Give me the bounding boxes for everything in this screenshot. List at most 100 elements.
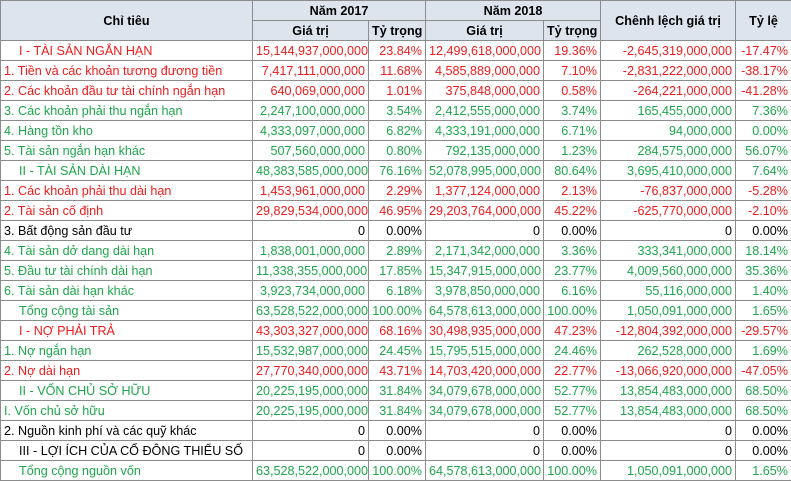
ratio-value: 1.40% [735,280,791,301]
value-2017: 20,225,195,000,000 [252,380,369,401]
value-2018: 1,377,124,000,000 [425,180,544,201]
weight-2018: 80.64% [543,160,601,181]
row-label: 4. Hàng tồn kho [0,120,253,141]
table-row: 3. Các khoản phải thu ngắn hạn 2,247,100,… [0,100,791,121]
weight-2018: 0.58% [543,80,601,101]
table-row: 2. Tài sản cố định 29,829,534,000,000 46.9… [0,200,791,221]
row-label: 2. Nguồn kinh phí và các quỹ khác [0,420,253,441]
weight-2017: 1.01% [368,80,426,101]
ratio-value: 56.07% [735,140,791,161]
row-label: 2. Nợ dài hạn [0,360,253,381]
weight-2018: 23.77% [543,260,601,281]
value-2018: 34,079,678,000,000 [425,380,544,401]
value-2017: 1,838,001,000,000 [252,240,369,261]
ratio-value: 18.14% [735,240,791,261]
row-label: Tổng cộng tài sản [0,300,253,321]
difference-value: 3,695,410,000,000 [600,160,736,181]
value-2017: 48,383,585,000,000 [252,160,369,181]
value-2018: 0 [425,220,544,241]
weight-2017: 0.00% [368,420,426,441]
ratio-value: -29.57% [735,320,791,341]
value-2017: 0 [252,440,369,461]
header-value-2018: Giá trị [425,20,544,41]
difference-value: 284,575,000,000 [600,140,736,161]
table-body: I - TÀI SẢN NGẮN HẠN 15,144,937,000,000 23… [0,40,791,481]
difference-value: 1,050,091,000,000 [600,460,736,481]
value-2017: 27,770,340,000,000 [252,360,369,381]
ratio-value: 35.36% [735,260,791,281]
value-2017: 29,829,534,000,000 [252,200,369,221]
table-row: 6. Tài sản dài hạn khác 3,923,734,000,000… [0,280,791,301]
value-2018: 29,203,764,000,000 [425,200,544,221]
weight-2018: 0.00% [543,220,601,241]
value-2017: 3,923,734,000,000 [252,280,369,301]
weight-2017: 100.00% [368,300,426,321]
ratio-value: -2.10% [735,200,791,221]
table-row: Tổng cộng tài sản 63,528,522,000,000 100.0… [0,300,791,321]
weight-2018: 3.36% [543,240,601,261]
value-2018: 30,498,935,000,000 [425,320,544,341]
weight-2018: 7.10% [543,60,601,81]
weight-2017: 3.54% [368,100,426,121]
value-2018: 52,078,995,000,000 [425,160,544,181]
difference-value: 55,116,000,000 [600,280,736,301]
difference-value: 333,341,000,000 [600,240,736,261]
value-2018: 14,703,420,000,000 [425,360,544,381]
ratio-value: -38.17% [735,60,791,81]
weight-2017: 23.84% [368,40,426,61]
table-row: 5. Tài sản ngắn hạn khác 507,560,000,000 0… [0,140,791,161]
value-2017: 640,069,000,000 [252,80,369,101]
ratio-value: 1.65% [735,300,791,321]
weight-2017: 100.00% [368,460,426,481]
ratio-value: -41.28% [735,80,791,101]
weight-2017: 11.68% [368,60,426,81]
row-label: 3. Bất động sản đầu tư [0,220,253,241]
table-row: 4. Hàng tồn kho 4,333,097,000,000 6.82% 4,3… [0,120,791,141]
table-row: Tổng cộng nguồn vốn 63,528,522,000,000 100… [0,460,791,481]
header-weight-2018: Tỷ trọng [543,20,601,41]
row-label: II - VỐN CHỦ SỞ HỮU [0,380,253,401]
value-2018: 3,978,850,000,000 [425,280,544,301]
difference-value: -264,221,000,000 [600,80,736,101]
table-row: I - NỢ PHẢI TRẢ 43,303,327,000,000 68.16% 3… [0,320,791,341]
ratio-value: 0.00% [735,220,791,241]
value-2017: 20,225,195,000,000 [252,400,369,421]
header-indicator: Chỉ tiêu [0,0,253,41]
value-2017: 4,333,097,000,000 [252,120,369,141]
value-2017: 507,560,000,000 [252,140,369,161]
difference-value: 4,009,560,000,000 [600,260,736,281]
table-row: II - TÀI SẢN DÀI HẠN 48,383,585,000,000 76… [0,160,791,181]
ratio-value: 7.64% [735,160,791,181]
difference-value: -2,831,222,000,000 [600,60,736,81]
row-label: 6. Tài sản dài hạn khác [0,280,253,301]
ratio-value: 0.00% [735,420,791,441]
value-2018: 2,412,555,000,000 [425,100,544,121]
weight-2017: 6.82% [368,120,426,141]
ratio-value: -17.47% [735,40,791,61]
table-row: 4. Tài sản dở dang dài hạn 1,838,001,000,… [0,240,791,261]
value-2017: 15,144,937,000,000 [252,40,369,61]
difference-value: -625,770,000,000 [600,200,736,221]
value-2018: 15,347,915,000,000 [425,260,544,281]
header-value-2017: Giá trị [252,20,369,41]
value-2017: 1,453,961,000,000 [252,180,369,201]
value-2017: 63,528,522,000,000 [252,460,369,481]
weight-2018: 47.23% [543,320,601,341]
difference-value: -76,837,000,000 [600,180,736,201]
table-row: 3. Bất động sản đầu tư 0 0.00% 0 0.00% 0 0.00% [0,220,791,241]
weight-2018: 2.13% [543,180,601,201]
value-2018: 375,848,000,000 [425,80,544,101]
ratio-value: -47.05% [735,360,791,381]
weight-2018: 6.16% [543,280,601,301]
value-2017: 15,532,987,000,000 [252,340,369,361]
row-label: I - NỢ PHẢI TRẢ [0,320,253,341]
difference-value: -12,804,392,000,000 [600,320,736,341]
weight-2018: 1.23% [543,140,601,161]
weight-2017: 31.84% [368,380,426,401]
row-label: 1. Nợ ngắn hạn [0,340,253,361]
weight-2017: 2.89% [368,240,426,261]
weight-2018: 52.77% [543,380,601,401]
table-row: 5. Đầu tư tài chính dài hạn 11,338,355,00… [0,260,791,281]
header-weight-2017: Tỷ trọng [368,20,426,41]
